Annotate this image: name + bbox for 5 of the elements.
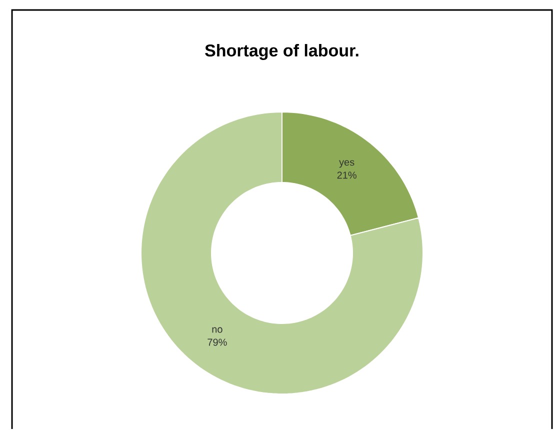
data-label: 79%	[208, 338, 227, 346]
data-label: 21%	[337, 172, 356, 179]
slice-label: yes	[339, 160, 354, 168]
chart-title: Shortage of labour.	[205, 44, 358, 60]
slice-label: no	[212, 327, 222, 333]
